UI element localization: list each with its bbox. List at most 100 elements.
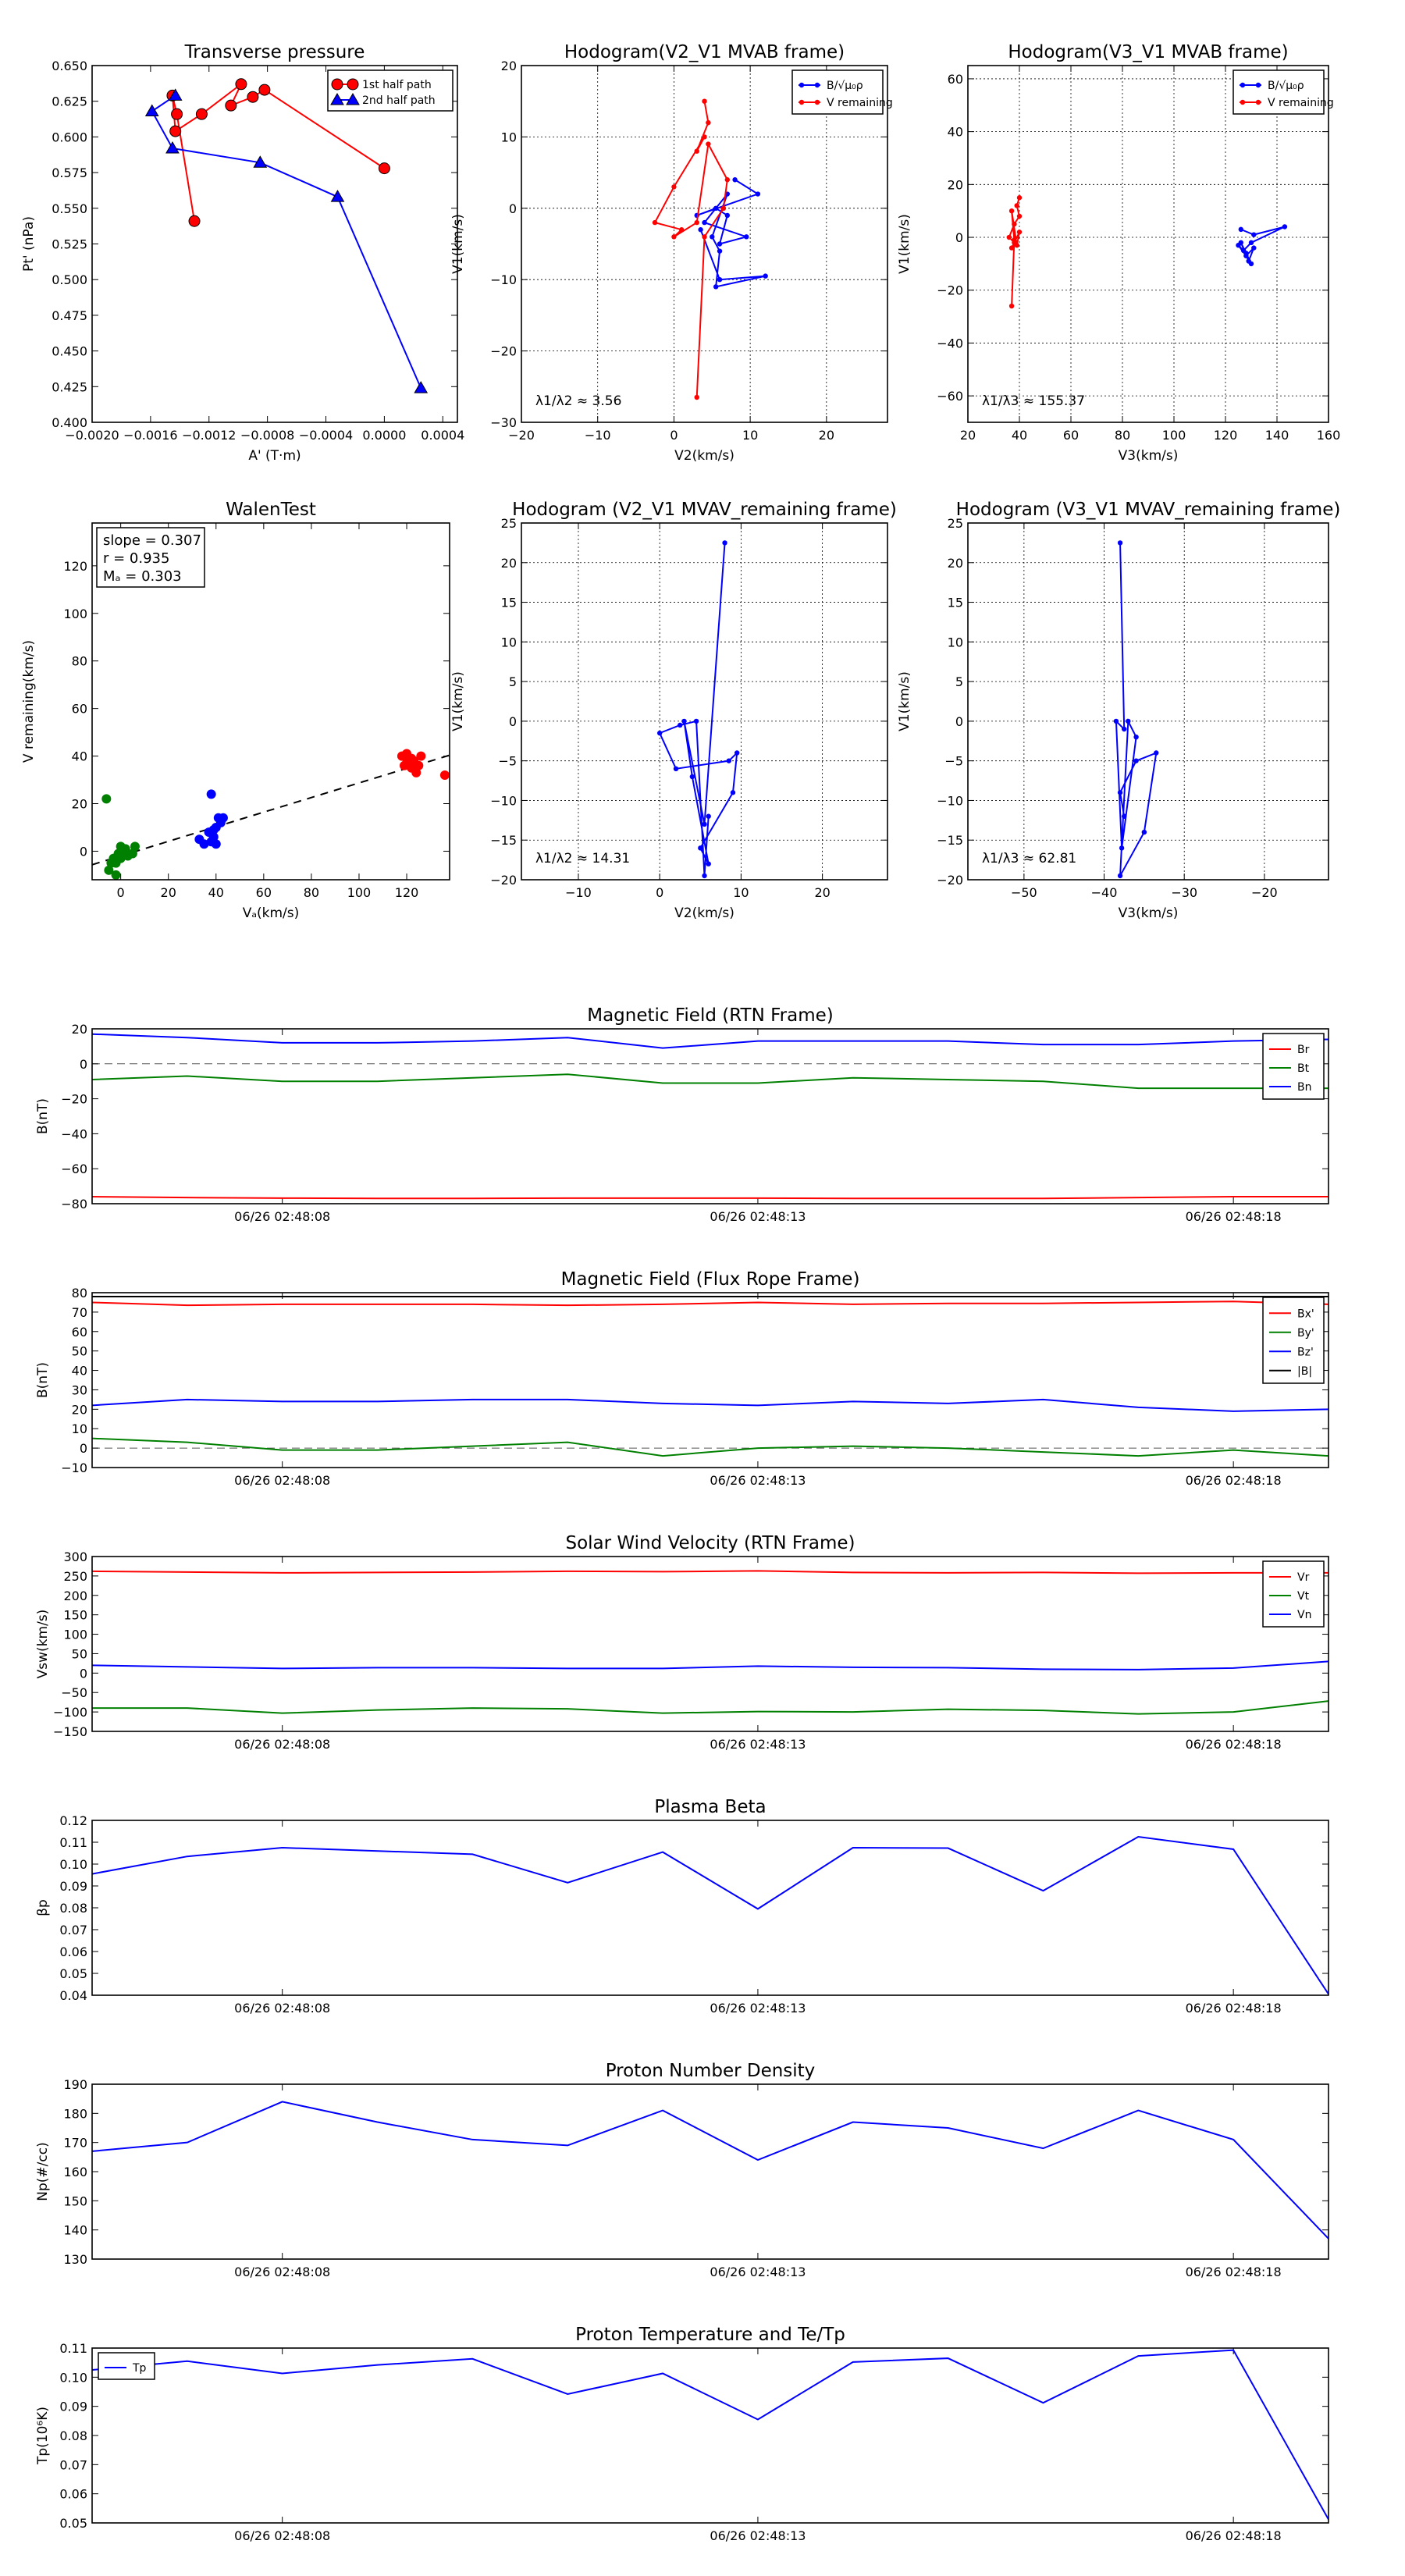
x-tick-label: 0 (670, 428, 678, 443)
x-tick-label: 60 (1063, 428, 1079, 443)
data-point (195, 108, 208, 120)
x-tick-label: 0.0000 (362, 428, 406, 443)
chart-p_mag_flux: Magnetic Field (Flux Rope Frame) −10 0 10 20… (35, 1269, 1329, 1488)
y-tick-label: −10 (490, 793, 517, 808)
y-tick-label: −10 (937, 793, 963, 808)
data-point (247, 91, 259, 103)
data-point (755, 191, 761, 197)
x-axis-label: V3(km/s) (1119, 448, 1179, 464)
plot-frame (521, 522, 888, 881)
x-tick-label: 100 (1162, 428, 1186, 443)
data-point (744, 234, 749, 240)
data-point (116, 853, 126, 863)
data-point (1251, 245, 1257, 251)
y-tick-label: 0.500 (52, 272, 87, 287)
y-tick-label: 0.05 (59, 2516, 87, 2531)
legend-label: B/√μ₀ρ (1268, 80, 1304, 92)
data-point (671, 184, 677, 190)
y-tick-label: 20 (948, 177, 963, 192)
chart-p_transverse: Transverse pressure 0.400 0.425 0.450 0.475 0… (21, 42, 464, 464)
legend-marker (799, 82, 805, 88)
y-tick-label: 0.550 (52, 201, 87, 216)
chart-p_hodo_v2: Hodogram(V2_V1 MVAB frame)−30−20−1001020… (450, 42, 893, 464)
data-point (330, 190, 345, 202)
data-point (681, 718, 687, 724)
x-tick-label: 06/26 02:48:08 (234, 2528, 330, 2543)
data-point (717, 248, 723, 254)
data-point (165, 141, 180, 154)
x-tick-label: −0.0008 (240, 428, 294, 443)
y-tick-label: 0.07 (59, 1923, 87, 1937)
x-axis-label: Vₐ(km/s) (243, 906, 300, 921)
data-point (1006, 234, 1012, 240)
x-tick-label: 40 (1012, 428, 1027, 443)
data-point (652, 219, 658, 226)
x-tick-label: 40 (208, 885, 224, 900)
y-tick-label: 80 (72, 654, 87, 669)
series-line (171, 83, 385, 222)
legend-label: Bx' (1297, 1308, 1314, 1320)
data-point (211, 839, 221, 849)
chart-p_beta: Plasma Beta 0.04 0.05 0.06 0.07 0.08 0.09 0.10 0… (35, 1797, 1329, 2016)
legend-marker (331, 78, 343, 91)
series-line (92, 2349, 1329, 2521)
data-point (732, 177, 738, 183)
series-line (151, 94, 422, 389)
legend-label: Tp (132, 2362, 147, 2375)
data-point (702, 821, 707, 827)
x-tick-label: 06/26 02:48:13 (710, 2265, 806, 2279)
y-axis-label: V1(km/s) (450, 671, 466, 731)
y-tick-label: 25 (501, 516, 517, 531)
plot-frame (967, 65, 1329, 423)
series-line (658, 543, 738, 876)
y-tick-label: 5 (955, 674, 963, 689)
x-axis-label: A' (T·m) (248, 448, 301, 464)
y-tick-label: −30 (490, 415, 517, 430)
legend: Vr Vt Vn (1262, 1560, 1325, 1628)
x-tick-label: 0 (117, 885, 125, 900)
y-tick-label: 250 (63, 1569, 87, 1584)
data-point (1113, 718, 1119, 724)
legend-frame (98, 2352, 155, 2380)
data-point (1117, 540, 1123, 546)
data-point (706, 861, 711, 866)
x-tick-label: 60 (256, 885, 272, 900)
data-point (1016, 195, 1023, 201)
legend: B/√μ₀ρ V remaining (1232, 69, 1334, 115)
data-point (1248, 240, 1254, 246)
data-point (258, 84, 271, 96)
data-point (1119, 845, 1125, 851)
chart-p_hodo_v3_rem: Hodogram (V3_V1 MVAV_remaining frame) −20… (897, 500, 1340, 921)
data-point (399, 760, 409, 770)
y-tick-label: 130 (63, 2252, 87, 2267)
x-tick-label: 06/26 02:48:13 (710, 1209, 806, 1224)
chart-p_hodo_v2_rem: Hodogram (V2_V1 MVAV_remaining frame) −20… (450, 500, 897, 921)
y-tick-label: 0 (80, 844, 87, 859)
plot-frame (967, 522, 1329, 881)
data-point (439, 770, 450, 780)
y-tick-label: 100 (63, 1628, 87, 1642)
data-point (693, 718, 699, 724)
data-point (1008, 208, 1015, 214)
legend: 1st half path 2nd half path (327, 69, 454, 112)
x-tick-label: −0.0004 (299, 428, 353, 443)
y-tick-label: 10 (501, 635, 517, 649)
legend-marker (799, 99, 805, 105)
plot-frame (91, 65, 458, 423)
y-tick-label: 200 (63, 1589, 87, 1603)
plot-frame (91, 1028, 1329, 1204)
data-point (763, 273, 768, 279)
data-point (1248, 261, 1254, 267)
data-point (1251, 232, 1257, 237)
y-tick-label: 150 (63, 2194, 87, 2208)
data-point (1012, 237, 1017, 243)
y-tick-label: 30 (72, 1382, 87, 1397)
data-point (1117, 790, 1123, 795)
annotation: λ1/λ3 ≈ 62.81 (982, 851, 1076, 866)
y-tick-label: 190 (63, 2077, 87, 2092)
data-point (414, 760, 424, 770)
data-point (225, 99, 237, 112)
data-point (724, 177, 731, 183)
data-point (1008, 303, 1015, 309)
y-tick-label: −50 (61, 1685, 87, 1700)
